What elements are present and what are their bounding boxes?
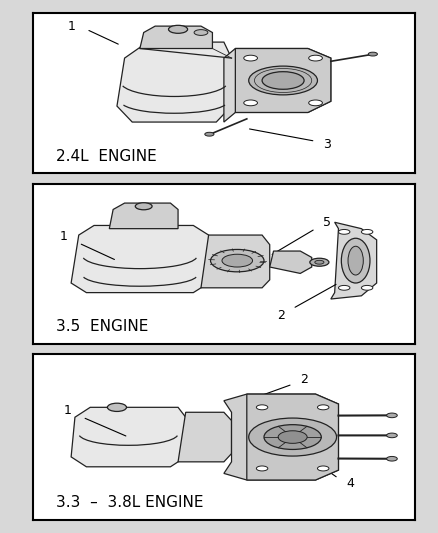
- Text: 2: 2: [277, 309, 284, 321]
- Circle shape: [386, 456, 396, 461]
- Circle shape: [194, 30, 207, 35]
- Circle shape: [308, 100, 321, 106]
- Circle shape: [135, 203, 152, 210]
- Text: 5: 5: [322, 216, 330, 229]
- Circle shape: [278, 431, 307, 443]
- Circle shape: [248, 418, 336, 456]
- Circle shape: [256, 466, 267, 471]
- Text: 2.4L  ENGINE: 2.4L ENGINE: [56, 149, 156, 164]
- Text: 3.5  ENGINE: 3.5 ENGINE: [56, 319, 148, 334]
- Circle shape: [263, 425, 321, 449]
- Circle shape: [360, 229, 372, 235]
- Circle shape: [309, 258, 328, 266]
- Circle shape: [338, 286, 349, 290]
- Text: 1: 1: [60, 230, 67, 243]
- Polygon shape: [235, 49, 330, 112]
- Polygon shape: [223, 394, 338, 480]
- Circle shape: [243, 100, 257, 106]
- Circle shape: [210, 249, 263, 272]
- Text: 3: 3: [322, 138, 330, 151]
- Circle shape: [386, 413, 396, 418]
- Text: 2: 2: [300, 373, 307, 386]
- Polygon shape: [269, 251, 311, 273]
- Ellipse shape: [341, 238, 369, 283]
- Circle shape: [338, 229, 349, 235]
- Circle shape: [261, 71, 304, 89]
- Polygon shape: [117, 42, 231, 122]
- Circle shape: [308, 55, 321, 61]
- Circle shape: [248, 66, 317, 95]
- Polygon shape: [140, 26, 212, 49]
- Circle shape: [256, 405, 267, 410]
- Circle shape: [168, 25, 187, 33]
- Text: 3.3  –  3.8L ENGINE: 3.3 – 3.8L ENGINE: [56, 495, 203, 510]
- Polygon shape: [71, 407, 185, 467]
- Polygon shape: [246, 394, 338, 480]
- Circle shape: [367, 52, 377, 56]
- Circle shape: [204, 132, 213, 136]
- Circle shape: [222, 254, 252, 267]
- Ellipse shape: [347, 246, 363, 275]
- Polygon shape: [330, 222, 376, 299]
- Circle shape: [243, 55, 257, 61]
- Text: 1: 1: [63, 404, 71, 417]
- Text: 4: 4: [345, 477, 353, 490]
- Circle shape: [107, 403, 126, 411]
- Text: 1: 1: [67, 20, 75, 33]
- Circle shape: [317, 466, 328, 471]
- Circle shape: [317, 405, 328, 410]
- Polygon shape: [109, 203, 178, 229]
- Circle shape: [360, 286, 372, 290]
- Polygon shape: [178, 413, 231, 462]
- Polygon shape: [223, 49, 330, 122]
- Polygon shape: [71, 225, 208, 293]
- Circle shape: [314, 260, 323, 264]
- Circle shape: [386, 433, 396, 438]
- Polygon shape: [201, 235, 269, 288]
